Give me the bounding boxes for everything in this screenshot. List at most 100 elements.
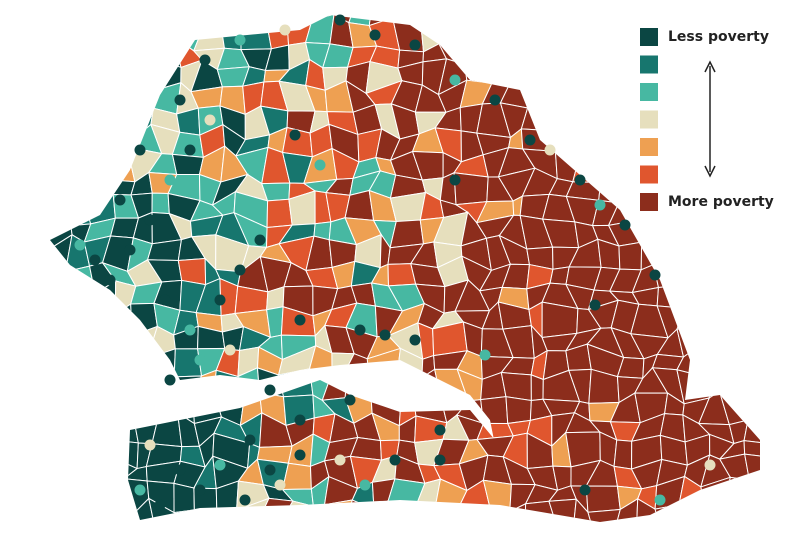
district	[613, 439, 633, 470]
district	[618, 241, 643, 271]
location-dot	[114, 194, 126, 206]
district	[505, 396, 532, 425]
district	[193, 524, 225, 533]
district	[614, 59, 643, 95]
district	[519, 64, 556, 93]
district	[676, 15, 711, 26]
district	[763, 111, 798, 137]
district	[567, 84, 600, 117]
district	[722, 255, 748, 294]
location-dot	[174, 94, 186, 106]
district	[478, 15, 515, 26]
district	[311, 504, 326, 522]
district	[59, 15, 97, 31]
district	[464, 36, 490, 70]
district	[0, 5, 26, 24]
district	[108, 365, 129, 403]
legend-bottom-label: More poverty	[668, 194, 774, 210]
district	[256, 15, 289, 23]
district	[111, 58, 137, 96]
location-dot	[159, 294, 171, 306]
legend-top-label: Less poverty	[668, 29, 769, 45]
district	[3, 510, 18, 533]
district	[87, 27, 119, 45]
district	[151, 412, 183, 448]
district	[390, 0, 422, 7]
district	[63, 171, 85, 200]
district	[82, 171, 114, 198]
location-dot	[194, 484, 206, 496]
district	[787, 520, 800, 533]
location-dot	[174, 464, 186, 476]
legend-swatch	[640, 28, 658, 46]
location-dot	[104, 274, 116, 286]
district	[586, 106, 616, 135]
district	[50, 355, 67, 380]
district	[91, 389, 111, 417]
district	[551, 128, 581, 156]
district	[89, 313, 117, 333]
location-dot	[589, 299, 601, 311]
district	[57, 126, 96, 160]
district	[266, 198, 293, 229]
district	[597, 60, 623, 86]
district	[409, 15, 443, 28]
district	[61, 313, 92, 336]
district	[89, 114, 117, 136]
district	[641, 214, 663, 246]
district	[568, 108, 589, 131]
district	[0, 242, 21, 267]
district	[586, 15, 624, 50]
district	[730, 133, 756, 159]
district	[50, 36, 70, 74]
district	[111, 16, 140, 42]
district	[68, 497, 88, 522]
district	[50, 18, 63, 48]
district	[50, 520, 51, 522]
district	[126, 57, 158, 97]
district	[397, 520, 414, 522]
district	[57, 348, 84, 380]
district	[82, 368, 116, 403]
district	[0, 259, 20, 284]
district	[61, 286, 96, 316]
district	[101, 323, 135, 358]
district	[774, 412, 800, 446]
district	[131, 325, 159, 359]
location-dot	[144, 214, 156, 226]
district	[733, 15, 753, 28]
district	[765, 40, 798, 67]
district	[101, 346, 135, 374]
district	[157, 392, 185, 417]
legend-swatch	[640, 55, 658, 74]
district	[566, 37, 600, 74]
district	[586, 15, 617, 17]
district	[389, 15, 422, 22]
district	[613, 520, 641, 522]
district	[146, 348, 176, 378]
location-dot	[194, 354, 206, 366]
district	[719, 502, 746, 522]
district	[61, 43, 90, 74]
district	[50, 57, 71, 94]
location-dot	[164, 374, 176, 386]
district	[16, 0, 41, 5]
district	[410, 0, 442, 7]
district	[729, 61, 756, 97]
district	[766, 0, 798, 21]
district	[0, 19, 26, 45]
district	[770, 279, 791, 316]
district	[480, 396, 509, 424]
district	[111, 15, 140, 29]
district	[129, 15, 158, 42]
district	[632, 0, 662, 7]
district	[652, 236, 685, 272]
district	[786, 285, 800, 315]
district	[523, 15, 555, 30]
district	[0, 505, 3, 533]
district	[50, 302, 72, 336]
district	[50, 170, 73, 207]
district	[572, 521, 596, 522]
district	[747, 393, 760, 426]
